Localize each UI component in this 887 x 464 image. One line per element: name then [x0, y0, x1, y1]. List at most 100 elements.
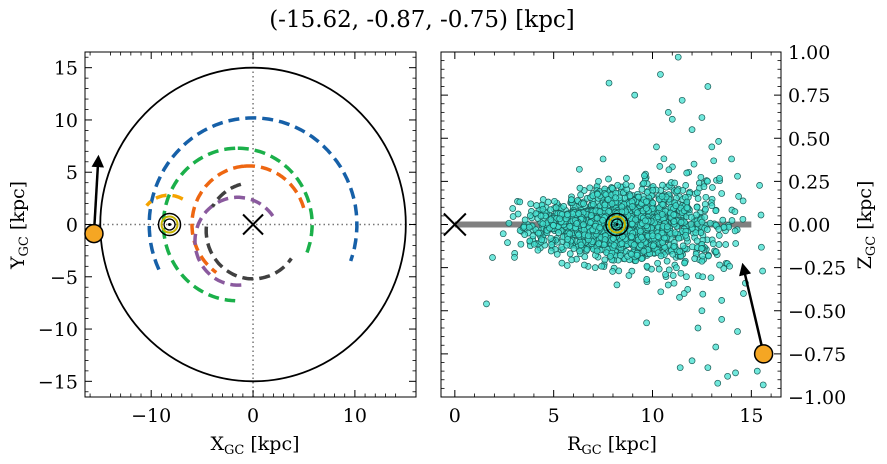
- scatter-outlier-point: [483, 300, 490, 308]
- scatter-outlier-point: [599, 155, 607, 163]
- scatter-outlier-point: [653, 143, 660, 151]
- scatter-point: [670, 243, 678, 250]
- scatter-point: [657, 252, 665, 260]
- scatter-point: [516, 198, 524, 206]
- right-sun-marker-yellow-ring: [607, 215, 626, 234]
- scatter-point: [612, 194, 619, 202]
- scatter-point: [517, 240, 525, 248]
- right-overlay: [443, 212, 774, 364]
- scatter-point: [643, 188, 651, 196]
- scatter-point: [677, 219, 685, 226]
- scatter-point: [593, 214, 601, 222]
- scatter-point: [694, 195, 702, 202]
- right-xtick-label: 10: [640, 405, 664, 427]
- scatter-point: [683, 169, 691, 177]
- scatter-point: [726, 262, 733, 270]
- scatter-point: [702, 205, 709, 213]
- scatter-point: [614, 181, 621, 189]
- scatter-point: [586, 184, 594, 192]
- scatter-outlier-point: [674, 53, 682, 61]
- scatter-point: [607, 252, 614, 260]
- scatter-point: [710, 157, 718, 165]
- scatter-point: [649, 232, 656, 240]
- scatter-point: [641, 172, 648, 179]
- spiral-arm-8: [210, 182, 242, 208]
- scatter-point: [635, 193, 642, 201]
- scatter-point: [539, 220, 547, 228]
- scatter-point: [658, 211, 666, 218]
- scatter-outlier-point: [732, 369, 739, 377]
- scatter-point: [573, 220, 581, 227]
- scatter-outlier-point: [657, 71, 664, 78]
- scatter-point: [605, 208, 613, 215]
- right-ytick-label: 1.00: [788, 42, 830, 64]
- scatter-point: [655, 265, 663, 273]
- left-ytick-label: 15: [54, 58, 78, 80]
- right-xtick-label: 15: [739, 405, 763, 427]
- scatter-point: [722, 241, 730, 248]
- left-sun-marker: [157, 212, 182, 237]
- scatter-point: [643, 276, 651, 283]
- scatter-point: [674, 187, 681, 195]
- scatter-point: [601, 256, 609, 264]
- scatter-point: [640, 247, 648, 255]
- spiral-arm-7: [204, 226, 293, 281]
- scatter-point: [527, 200, 535, 208]
- scatter-point: [628, 220, 636, 228]
- right-sun-marker-outer-ring: [605, 212, 629, 237]
- scatter-point: [594, 190, 601, 198]
- scatter-point: [556, 215, 564, 223]
- scatter-point: [577, 241, 585, 249]
- scatter-outlier-point: [698, 307, 706, 315]
- scatter-point: [598, 262, 605, 270]
- scatter-point: [568, 196, 575, 203]
- scatter-points: [483, 53, 767, 389]
- scatter-point: [638, 186, 646, 193]
- scatter-point: [608, 185, 616, 192]
- scatter-point: [566, 223, 574, 230]
- scatter-point: [564, 235, 572, 243]
- left-sun-marker-inner-ring: [163, 218, 176, 231]
- scatter-outlier-point: [714, 379, 722, 387]
- scatter-point: [683, 204, 691, 212]
- scatter-outlier-point: [690, 160, 698, 168]
- scatter-point: [663, 223, 671, 231]
- scatter-point: [608, 200, 616, 208]
- scatter-point: [511, 254, 518, 261]
- scatter-point: [577, 191, 584, 199]
- scatter-point: [601, 201, 609, 209]
- scatter-outlier-point: [676, 364, 684, 372]
- spiral-arm-2: [237, 146, 314, 258]
- scatter-point: [715, 241, 723, 248]
- scatter-point: [654, 233, 662, 240]
- scatter-point: [693, 237, 701, 245]
- scatter-point: [576, 247, 583, 255]
- right-xtick-label: 5: [548, 405, 560, 427]
- scatter-point: [580, 200, 587, 207]
- scatter-point: [591, 264, 599, 271]
- scatter-point: [699, 252, 706, 260]
- scatter-outlier-point: [680, 290, 688, 297]
- scatter-point: [649, 199, 657, 207]
- scatter-point: [505, 219, 513, 227]
- scatter-point: [526, 237, 534, 245]
- scatter-point: [637, 227, 644, 235]
- scatter-outlier-point: [688, 357, 696, 365]
- right-sun-marker: [605, 212, 629, 237]
- scatter-point: [575, 210, 583, 217]
- scatter-point: [665, 166, 673, 174]
- scatter-point: [550, 222, 557, 229]
- scatter-outlier-point: [712, 343, 720, 351]
- scatter-outlier-point: [631, 91, 639, 99]
- scatter-point: [534, 246, 542, 254]
- left-galactic-center-marker: [242, 213, 264, 236]
- scatter-point: [683, 198, 691, 206]
- scatter-point: [633, 251, 641, 259]
- right-ylabel: ZGC [kpc]: [854, 181, 879, 270]
- scatter-point: [618, 240, 626, 247]
- scatter-point: [683, 273, 690, 281]
- scatter-point: [671, 229, 679, 237]
- scatter-outlier-point: [718, 190, 726, 197]
- scatter-outlier-point: [688, 126, 696, 133]
- spiral-arm-1: [161, 146, 236, 303]
